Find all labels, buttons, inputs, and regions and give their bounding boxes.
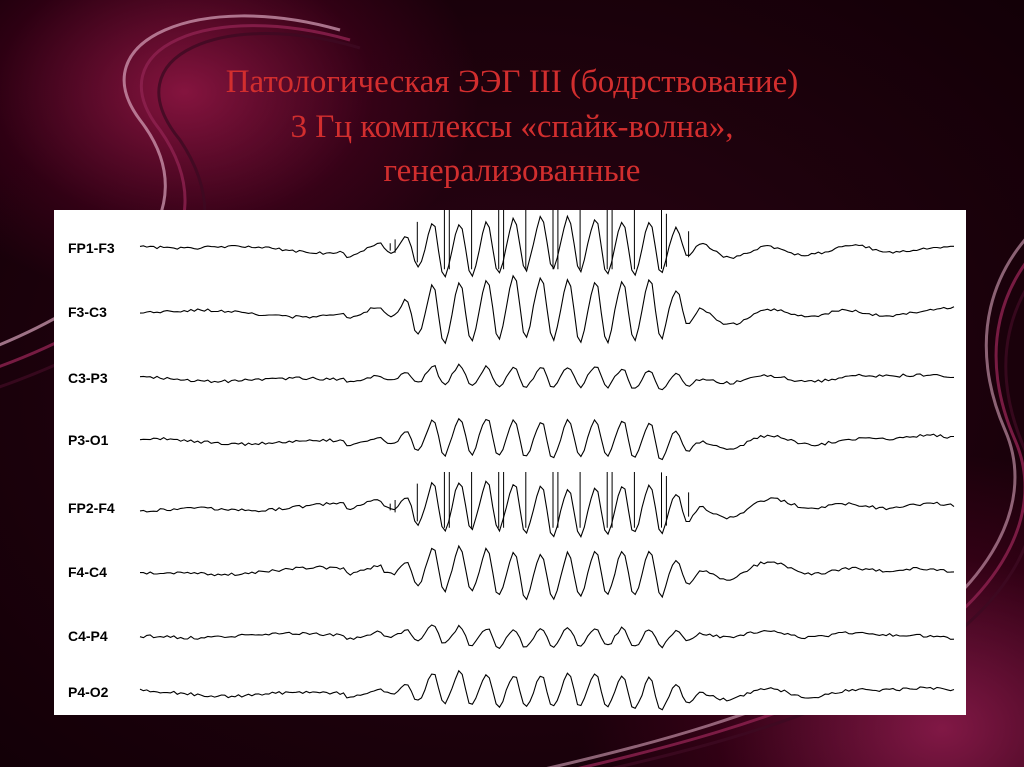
eeg-trace	[140, 481, 954, 536]
title-line-3: генерализованные	[60, 149, 964, 194]
title-line-2: 3 Гц комплексы «спайк-волна»,	[60, 105, 964, 150]
eeg-panel: FP1-F3F3-C3C3-P3P3-O1FP2-F4F4-C4C4-P4P4-…	[54, 210, 966, 715]
slide-title: Патологическая ЭЭГ III (бодрствование) 3…	[0, 60, 1024, 194]
eeg-traces-svg	[54, 210, 966, 715]
eeg-trace	[140, 671, 954, 710]
eeg-trace	[140, 419, 954, 460]
eeg-trace	[140, 276, 954, 343]
slide-root: Патологическая ЭЭГ III (бодрствование) 3…	[0, 0, 1024, 767]
eeg-trace	[140, 546, 954, 599]
eeg-trace	[140, 216, 954, 277]
eeg-trace	[140, 625, 954, 648]
eeg-trace	[140, 364, 954, 389]
title-line-1: Патологическая ЭЭГ III (бодрствование)	[60, 60, 964, 105]
